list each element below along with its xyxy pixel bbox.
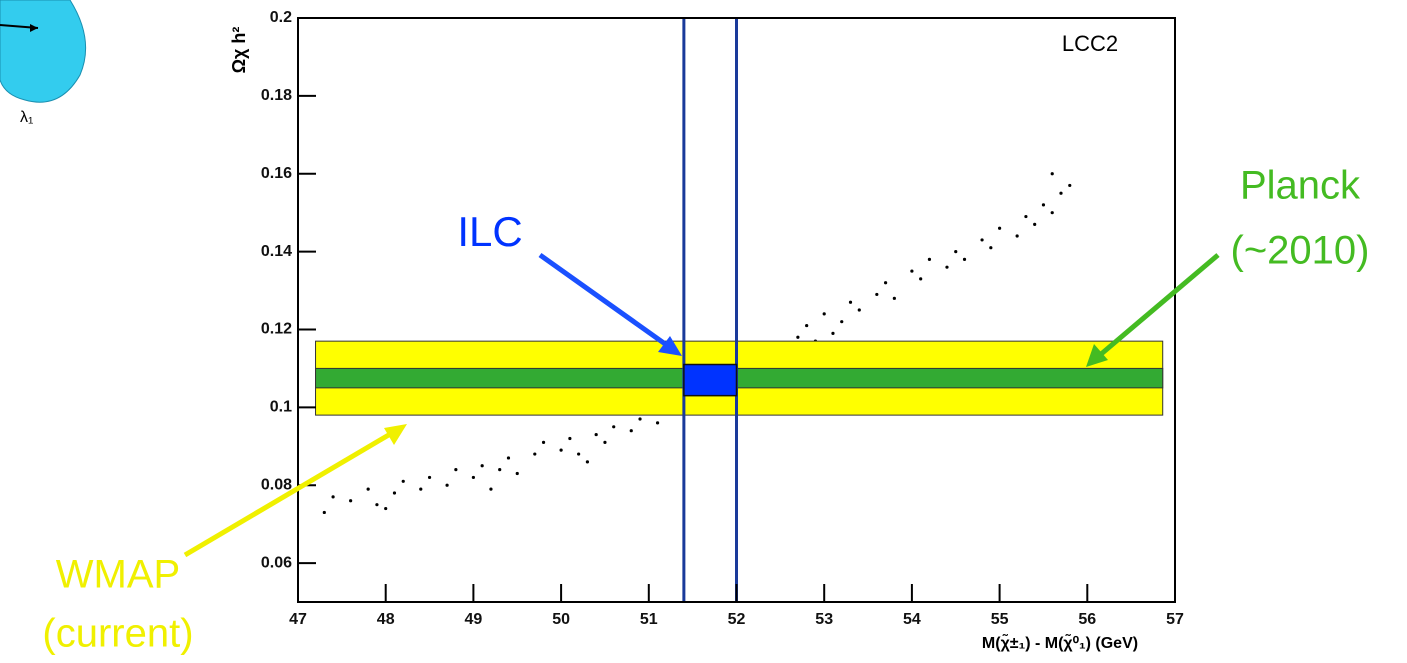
scatter-point [883,281,888,285]
scatter-point [498,468,502,472]
scatter-point [796,335,800,339]
y-tick-label: 0.16 [261,165,292,182]
scatter-point [1050,211,1054,215]
x-tick-label: 53 [815,611,833,628]
scatter-point [1068,183,1072,188]
x-tick-label: 54 [903,611,921,628]
x-tick-label: 52 [728,611,746,628]
scatter-point [875,292,879,297]
scatter-point [927,257,932,261]
y-tick-label: 0.1 [270,399,292,416]
scatter-point [471,475,475,480]
scatter-point [980,238,984,242]
x-tick-label: 48 [377,611,395,628]
scatter-point [541,440,546,444]
x-tick-label: 51 [640,611,658,628]
scatter-point [1033,222,1037,226]
scatter-point [1041,203,1046,207]
scatter-point [612,425,616,429]
x-tick-label: 47 [289,611,307,628]
arrows [183,252,1220,558]
scatter-point [1059,191,1063,195]
scatter-point [366,487,370,491]
scatter-point [954,250,958,254]
scatter-point [594,432,598,437]
scatter-point [848,300,853,304]
scatter-point [559,448,563,452]
band [315,367,1164,389]
scatter-point [629,429,633,433]
plot-label: LCC2 [1062,31,1118,56]
wmap-label: WMAP [56,553,180,597]
scatter-point [805,323,809,328]
x-tick-label: 55 [991,611,1009,628]
scatter-point [419,487,423,491]
x-tick-label: 49 [465,611,483,628]
scatter-point [1050,172,1054,176]
y-tick-label: 0.08 [261,476,292,493]
scatter-point [998,226,1002,230]
scatter-point [962,257,967,261]
x-tick-label: 57 [1166,611,1184,628]
scatter-point [857,308,861,312]
y-axis-label: Ωχ h² [229,27,249,74]
x-axis-label: M(χ̃±₁) - M(χ̃⁰₁) (GeV) [982,632,1138,652]
inset-label: λ₁ [20,109,33,126]
y-tick-label: 0.18 [261,87,292,104]
scatter-point [568,436,572,441]
scatter-point [349,499,353,503]
scatter-point [392,491,397,495]
plot-area: 0.06 0.08 0.1 0.12 0.14 0.16 0.18 0.2 47 48 49 50 51… [261,9,1184,628]
ilc-label: ILC [457,208,522,255]
planck-sublabel: (~2010) [1231,229,1370,273]
scatter-point [1024,214,1028,219]
scatter-point [577,452,581,456]
scatter-point [506,456,511,460]
scatter-point [445,483,449,487]
ilc-box [683,363,738,397]
scatter-point [822,312,826,316]
scatter-point [919,277,923,281]
y-tick-label: 0.14 [261,243,292,260]
scatter-point [401,479,405,483]
scatter-point [1015,234,1019,238]
scatter-point [638,417,642,421]
inset-surface [0,0,87,103]
scatter-point [515,471,519,476]
scatter-point [892,296,896,300]
x-tick-label: 50 [552,611,570,628]
y-tick-label: 0.06 [261,554,292,571]
scatter-point [655,421,660,425]
scatter-point [585,460,590,464]
scatter-point [603,440,607,444]
scatter-point [831,331,835,335]
scatter-point [384,506,388,511]
scatter-point [489,487,493,491]
x-tick-label: 56 [1078,611,1096,628]
wmap-sublabel: (current) [42,612,193,656]
y-tick-label: 0.2 [270,9,292,26]
scatter-point [480,464,484,468]
scatter-point [454,468,458,472]
scatter-point [533,452,537,456]
scatter-point [840,320,844,324]
scatter-point [322,510,326,515]
scatter-point [945,265,949,269]
scatter-point [331,495,335,499]
scatter-point [427,475,432,480]
scatter-point [375,503,379,507]
y-tick-label: 0.12 [261,321,292,338]
scatter-point [989,246,993,250]
planck-label: Planck [1240,164,1361,208]
scatter-point [910,269,914,273]
